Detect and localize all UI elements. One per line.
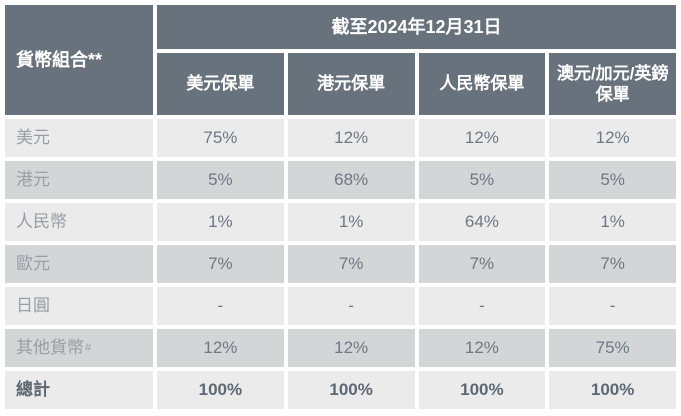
- date-span-header: 截至2024年12月31日: [157, 5, 676, 49]
- table-cell: 12%: [287, 329, 415, 367]
- row-label-total: 總計: [5, 371, 153, 409]
- table-cell: 12%: [549, 119, 676, 157]
- row-label-text: 其他貨幣: [16, 338, 84, 358]
- table-cell: 75%: [549, 329, 676, 367]
- table-cell: 100%: [287, 371, 415, 409]
- table-cell: 1%: [157, 203, 284, 241]
- table-cell: 100%: [418, 371, 546, 409]
- table-cell: -: [418, 287, 546, 325]
- table-cell: 12%: [418, 119, 546, 157]
- row-label-other-currencies: 其他貨幣 #: [5, 329, 153, 367]
- column-header-aud-cad-gbp-policy: 澳元/加元/英鎊保單: [549, 53, 676, 115]
- row-label-text: 總計: [16, 380, 50, 400]
- column-header-hkd-policy: 港元保單: [287, 53, 415, 115]
- table-cell: 64%: [418, 203, 546, 241]
- row-label-hkd: 港元: [5, 161, 153, 199]
- table-cell: -: [157, 287, 284, 325]
- row-label-text: 人民幣: [16, 212, 67, 232]
- row-label-usd: 美元: [5, 119, 153, 157]
- column-header-rmb-policy: 人民幣保單: [418, 53, 546, 115]
- row-label-text: 歐元: [16, 254, 50, 274]
- table-cell: 7%: [157, 245, 284, 283]
- table-cell: 7%: [549, 245, 676, 283]
- row-label-text: 美元: [16, 128, 50, 148]
- table-cell: 68%: [287, 161, 415, 199]
- corner-header-currency-mix: 貨幣組合**: [5, 5, 153, 115]
- table-cell: 1%: [287, 203, 415, 241]
- row-label-jpy: 日圓: [5, 287, 153, 325]
- table-cell: -: [287, 287, 415, 325]
- table-cell: -: [549, 287, 676, 325]
- table-cell: 75%: [157, 119, 284, 157]
- table-cell: 5%: [157, 161, 284, 199]
- row-label-text: 港元: [16, 170, 50, 190]
- row-label-text: 日圓: [16, 296, 50, 316]
- table-cell: 7%: [287, 245, 415, 283]
- table-cell: 7%: [418, 245, 546, 283]
- row-label-rmb: 人民幣: [5, 203, 153, 241]
- table-cell: 100%: [157, 371, 284, 409]
- table-cell: 1%: [549, 203, 676, 241]
- column-header-usd-policy: 美元保單: [157, 53, 284, 115]
- table-cell: 12%: [157, 329, 284, 367]
- table-cell: 5%: [418, 161, 546, 199]
- table-cell: 12%: [287, 119, 415, 157]
- table-cell: 5%: [549, 161, 676, 199]
- row-label-eur: 歐元: [5, 245, 153, 283]
- table-cell: 12%: [418, 329, 546, 367]
- table-cell: 100%: [549, 371, 676, 409]
- currency-mix-table: 貨幣組合** 截至2024年12月31日 美元保單 港元保單 人民幣保單 澳元/…: [5, 5, 676, 409]
